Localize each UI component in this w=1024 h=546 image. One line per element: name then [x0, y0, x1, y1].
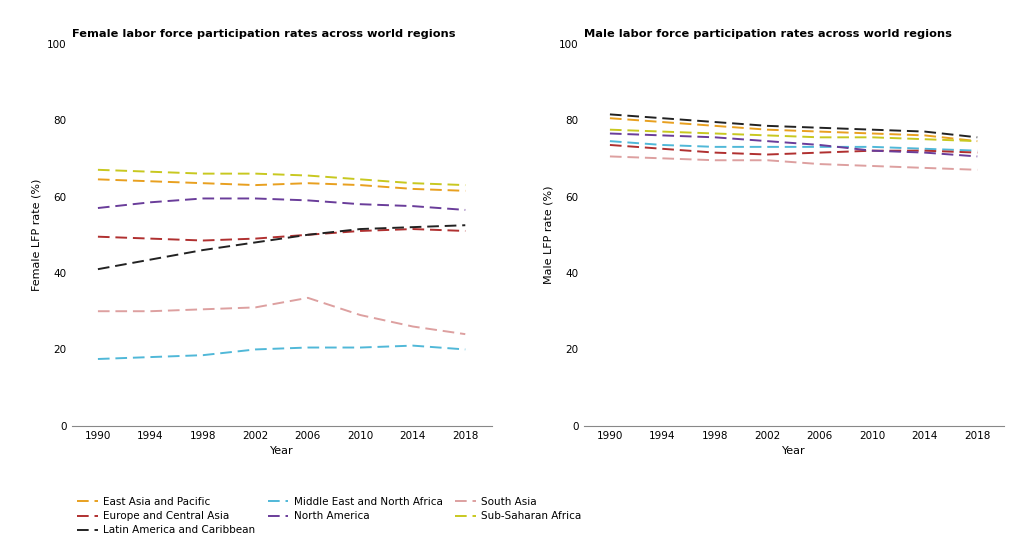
Text: Female labor force participation rates across world regions: Female labor force participation rates a… — [72, 29, 456, 39]
Y-axis label: Female LFP rate (%): Female LFP rate (%) — [32, 179, 42, 291]
X-axis label: Year: Year — [781, 446, 806, 456]
Legend: East Asia and Pacific, Europe and Central Asia, Latin America and Caribbean, Mid: East Asia and Pacific, Europe and Centra… — [77, 497, 582, 535]
X-axis label: Year: Year — [269, 446, 294, 456]
Y-axis label: Male LFP rate (%): Male LFP rate (%) — [544, 186, 554, 284]
Text: Male labor force participation rates across world regions: Male labor force participation rates acr… — [584, 29, 951, 39]
